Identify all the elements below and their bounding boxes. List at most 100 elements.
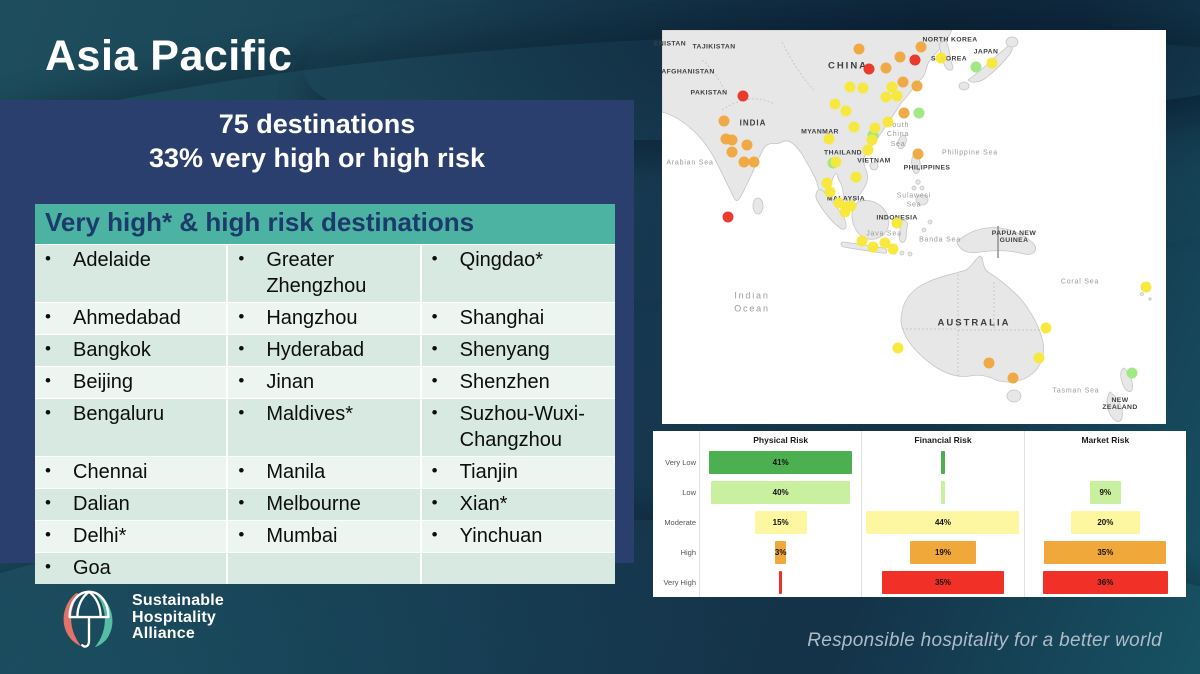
risk-dot-yellow (1040, 322, 1052, 334)
risk-dot-red (722, 211, 734, 223)
bullet-icon: • (238, 402, 245, 422)
destination-name: Greater Zhengzhou (266, 248, 367, 297)
table-cell: • Bengaluru (35, 398, 229, 456)
table-cell: • Shenzhen (422, 367, 615, 398)
risk-dot-yellow (845, 200, 857, 212)
chart-bar: 3% (775, 540, 786, 564)
chart-row-label: Low (682, 488, 696, 498)
destination-name: Mumbai (266, 524, 338, 547)
table-row: • Beijing • Jinan • Shenzhen (35, 365, 615, 398)
chart-column: Financial Risk 44% 19% 35% (861, 431, 1023, 597)
risk-dot-orange (720, 133, 732, 145)
table-row: • Chennai • Manila • Tianjin (35, 455, 615, 488)
chart-bar (778, 570, 783, 594)
risk-dot-orange (894, 51, 906, 63)
chart-bar: 40% (711, 481, 851, 505)
risk-dot-orange (748, 156, 760, 168)
bullet-icon: • (45, 338, 51, 358)
chart-row-label: Moderate (664, 517, 696, 527)
chart-row-label: Very High (663, 577, 696, 587)
chart-bar-row: 41% (700, 448, 861, 478)
risk-dot-yellow (866, 134, 878, 146)
table-row: • Goa (35, 551, 615, 584)
risk-dot-yellow (862, 144, 874, 156)
destination-stats: 75 destinations 33% very high or high ri… (0, 108, 634, 176)
chart-bar: 19% (909, 540, 977, 564)
risk-dot-yellow (867, 241, 879, 253)
table-cell: • Qingdao* (422, 245, 615, 302)
risk-dot-orange (897, 76, 909, 88)
table-cell: • Delhi* (35, 520, 229, 552)
chart-row-label: High (680, 547, 696, 557)
destination-name: Tianjin (459, 460, 518, 483)
risk-dot-orange (898, 107, 910, 119)
chart-bar-row: 9% (1025, 478, 1186, 508)
risk-dot-yellow (856, 235, 868, 247)
bullet-icon: • (431, 492, 438, 512)
risk-dot-green (1126, 367, 1138, 379)
risk-dot-orange (912, 148, 924, 160)
chart-bar-row (862, 478, 1023, 508)
logo-line-1: Sustainable (132, 591, 225, 609)
chart-bar: 9% (1089, 481, 1121, 505)
bullet-icon: • (45, 306, 51, 326)
risk-dot-green (970, 61, 982, 73)
risk-dot-orange (726, 146, 738, 158)
destination-name: Manila (266, 460, 326, 483)
tagline: Responsible hospitality for a better wor… (807, 630, 1162, 651)
risk-dot-orange (726, 134, 738, 146)
risk-dot-orange (880, 62, 892, 74)
risk-dot-yellow (869, 122, 881, 134)
chart-bar-row: 35% (862, 567, 1023, 597)
table-cell: • Ahmedabad (35, 302, 229, 334)
chart-bar-row: 20% (1025, 508, 1186, 538)
bullet-icon: • (431, 370, 438, 390)
sustainable-hospitality-alliance-logo: Sustainable Hospitality Alliance (56, 584, 224, 652)
chart-bar: 35% (882, 570, 1004, 594)
bullet-icon: • (431, 460, 438, 480)
page-title: Asia Pacific (45, 32, 293, 80)
risk-dot-yellow (986, 57, 998, 69)
destination-name: Chennai (73, 460, 148, 483)
risk-dot-yellow (833, 197, 845, 209)
chart-bar: 36% (1042, 570, 1168, 594)
destination-name: Shenyang (459, 338, 550, 361)
destination-name: Beijing (73, 370, 134, 393)
table-cell: • Suzhou-Wuxi-Changzhou (422, 399, 615, 456)
chart-bar-row: 35% (1025, 537, 1186, 567)
destination-name: Shanghai (459, 306, 545, 329)
table-cell: • Hyderabad (228, 334, 422, 366)
risk-dot-yellow (935, 52, 947, 64)
risk-dot-yellow (882, 116, 894, 128)
stats-destinations-count: 75 destinations (218, 109, 416, 139)
chart-bar-row: 40% (700, 478, 861, 508)
chart-column: Market Risk 9% 20% 35% 36% (1023, 431, 1186, 597)
bullet-icon: • (238, 338, 245, 358)
risk-dot-orange (1007, 372, 1019, 384)
asia-pacific-risk-map: ENISTAN TAJIKISTAN AFGHANISTAN PAKISTAN INDI… (654, 30, 1166, 424)
alliance-globe-icon (63, 590, 113, 648)
table-cell: • Hangzhou (228, 302, 422, 334)
risk-distribution-chart: Very Low Low Moderate High Very High Physica… (653, 431, 1186, 597)
destination-name: Maldives* (266, 402, 354, 425)
chart-bar: 20% (1070, 510, 1141, 534)
bullet-icon: • (238, 492, 245, 512)
logo-line-3: Alliance (132, 625, 195, 643)
table-cell: • Dalian (35, 488, 229, 520)
destination-name: Goa (73, 556, 111, 579)
destination-name: Hangzhou (266, 306, 358, 329)
bullet-icon: • (238, 460, 245, 480)
table-cell (228, 552, 422, 584)
risk-dot-orange (741, 139, 753, 151)
bullet-icon: • (45, 370, 51, 390)
chart-bar (941, 481, 945, 505)
destination-name: Melbourne (266, 492, 361, 515)
risk-dot-red (863, 63, 875, 75)
bullet-icon: • (431, 248, 438, 268)
chart-bar-row (700, 567, 861, 597)
risk-dot-yellow (830, 156, 842, 168)
table-cell: • Melbourne (228, 488, 422, 520)
table-cell: • Tianjin (422, 457, 615, 488)
chart-bar-row: 36% (1025, 567, 1186, 597)
risk-dot-yellow (823, 133, 835, 145)
